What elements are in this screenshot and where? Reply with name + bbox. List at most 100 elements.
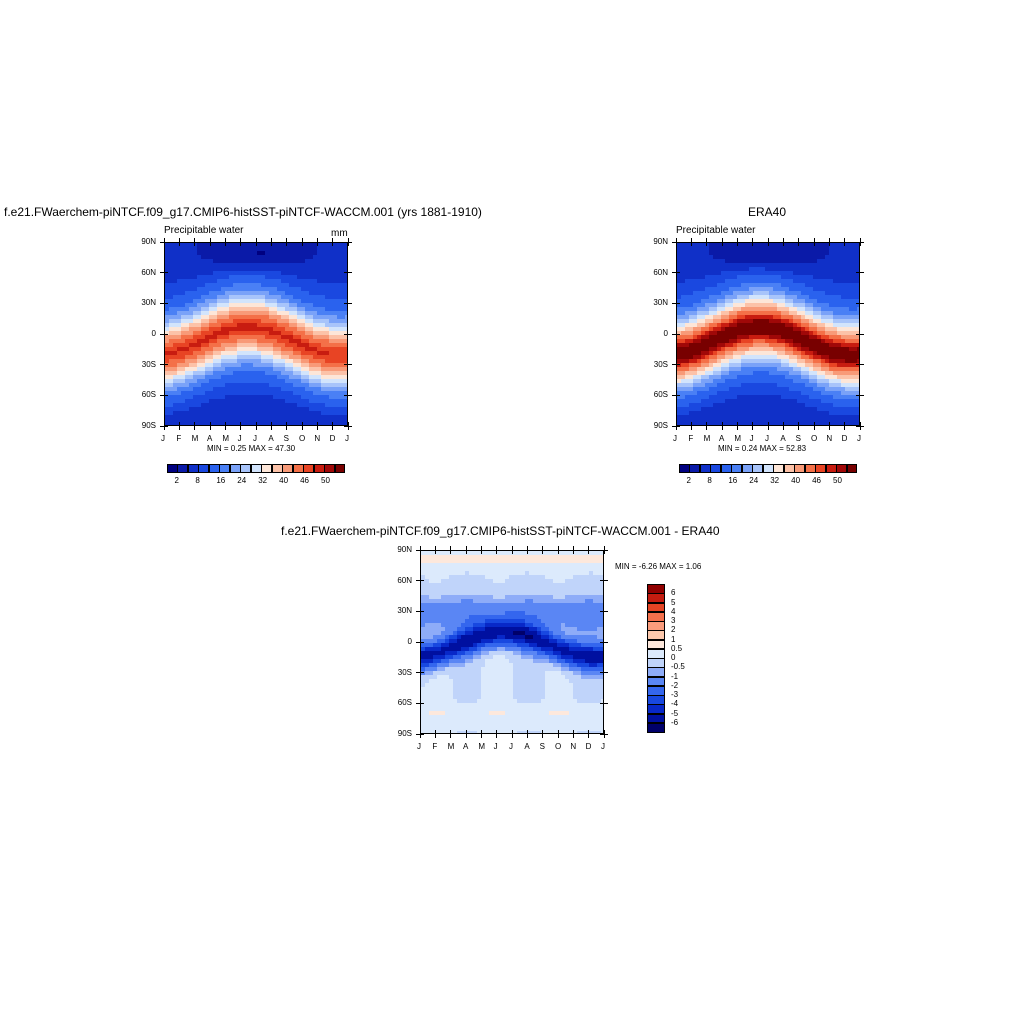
p1-cell bbox=[225, 415, 230, 420]
p1-cell bbox=[317, 411, 322, 416]
p1-cell bbox=[201, 399, 206, 404]
p1-cell bbox=[185, 243, 190, 248]
p1-cell bbox=[233, 287, 238, 292]
p3-cell bbox=[505, 571, 510, 576]
p1-cell bbox=[285, 375, 290, 380]
p1-cell bbox=[297, 315, 302, 320]
p2-cell bbox=[721, 303, 726, 308]
p2-cell bbox=[765, 263, 770, 268]
p2-cell bbox=[813, 391, 818, 396]
p2-cell bbox=[753, 423, 758, 425]
panel1-max-value: 47.30 bbox=[275, 444, 296, 453]
p1-cell bbox=[269, 275, 274, 280]
p2-cell bbox=[813, 331, 818, 336]
p3-cell bbox=[425, 579, 430, 584]
x-tick-label: M bbox=[734, 434, 741, 443]
p1-cell bbox=[261, 299, 266, 304]
p1-cell bbox=[325, 371, 330, 376]
p1-cell bbox=[213, 411, 218, 416]
p2-cell bbox=[825, 375, 830, 380]
p2-cell bbox=[697, 371, 702, 376]
y-tick bbox=[672, 272, 680, 274]
p2-cell bbox=[701, 351, 706, 356]
p1-cell bbox=[201, 343, 206, 348]
panel2-left-label: Precipitable water bbox=[676, 225, 756, 236]
p2-cell bbox=[765, 419, 770, 424]
p2-cell bbox=[737, 335, 742, 340]
p3-cell bbox=[573, 563, 578, 568]
p3-cell bbox=[501, 591, 506, 596]
p1-cell bbox=[277, 267, 282, 272]
p1-cell bbox=[253, 379, 258, 384]
p3-cell bbox=[533, 555, 538, 560]
p3-cell bbox=[485, 551, 490, 556]
p1-cell bbox=[325, 335, 330, 340]
p2-cell bbox=[713, 283, 718, 288]
p1-cell bbox=[341, 363, 346, 368]
p1-cell bbox=[169, 319, 174, 324]
p1-cell bbox=[185, 359, 190, 364]
p2-cell bbox=[697, 267, 702, 272]
p1-cell bbox=[193, 363, 198, 368]
x-tick-label: A bbox=[780, 434, 786, 443]
p2-cell bbox=[849, 295, 854, 300]
p2-cell bbox=[841, 291, 846, 296]
p1-cell bbox=[277, 355, 282, 360]
p1-cell bbox=[249, 375, 254, 380]
p2-cell bbox=[837, 259, 842, 264]
p2-cell bbox=[737, 423, 742, 425]
p1-cell bbox=[257, 243, 262, 248]
p1-cell bbox=[197, 295, 202, 300]
p2-cell bbox=[717, 375, 722, 380]
p2-cell bbox=[725, 339, 730, 344]
p1-cell bbox=[229, 243, 234, 248]
p3-cell bbox=[525, 591, 530, 596]
p2-cell bbox=[813, 251, 818, 256]
p1-cell bbox=[189, 251, 194, 256]
p1-cell bbox=[277, 311, 282, 316]
p2-cell bbox=[685, 403, 690, 408]
p1-cell bbox=[301, 355, 306, 360]
p1-cell bbox=[329, 303, 334, 308]
p2-cell bbox=[733, 251, 738, 256]
p1-cell bbox=[229, 363, 234, 368]
p1-cell bbox=[181, 271, 186, 276]
p1-cell bbox=[313, 399, 318, 404]
p1-cell bbox=[285, 263, 290, 268]
p2-cell bbox=[769, 331, 774, 336]
p1-cell bbox=[173, 387, 178, 392]
p1-cell bbox=[209, 423, 214, 425]
p1-cell bbox=[265, 287, 270, 292]
p2-cell bbox=[789, 419, 794, 424]
p1-cell bbox=[173, 287, 178, 292]
p1-cell bbox=[201, 311, 206, 316]
p1-cell bbox=[337, 343, 342, 348]
p1-cell bbox=[273, 323, 278, 328]
p3-cell bbox=[505, 595, 510, 600]
p1-cell bbox=[309, 251, 314, 256]
p2-cell bbox=[713, 339, 718, 344]
p2-cell bbox=[717, 419, 722, 424]
p2-cell bbox=[721, 311, 726, 316]
p2-cell bbox=[789, 243, 794, 248]
p1-cell bbox=[265, 339, 270, 344]
p2-cell bbox=[837, 379, 842, 384]
p1-cell bbox=[257, 375, 262, 380]
p3-cell bbox=[561, 579, 566, 584]
p2-cell bbox=[849, 335, 854, 340]
p2-cell bbox=[677, 395, 682, 400]
p2-cell bbox=[821, 367, 826, 372]
p1-cell bbox=[325, 383, 330, 388]
p1-cell bbox=[333, 299, 338, 304]
p1-cell bbox=[333, 331, 338, 336]
p3-cell bbox=[529, 567, 534, 572]
p1-cell bbox=[165, 323, 170, 328]
p2-cell bbox=[849, 327, 854, 332]
p2-cell bbox=[837, 343, 842, 348]
p2-cell bbox=[789, 343, 794, 348]
p2-cell bbox=[765, 423, 770, 425]
p1-cell bbox=[185, 319, 190, 324]
p2-cell bbox=[813, 375, 818, 380]
p1-cell bbox=[189, 331, 194, 336]
p2-cell bbox=[741, 283, 746, 288]
